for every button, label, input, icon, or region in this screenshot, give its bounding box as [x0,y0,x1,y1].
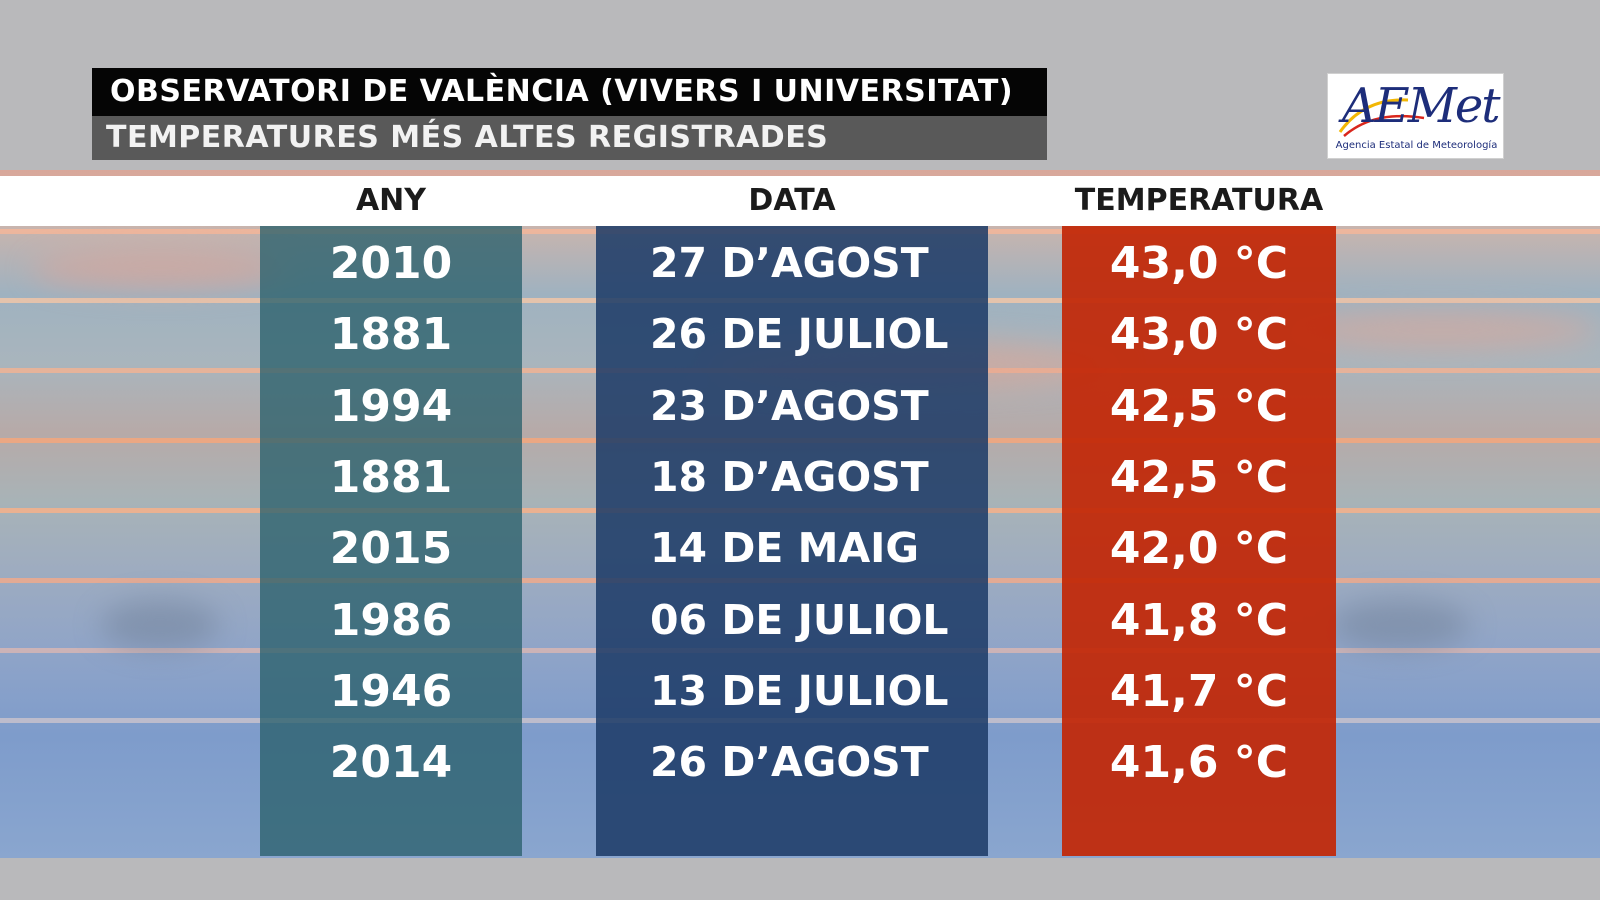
year-cell: 1986 [329,594,453,646]
date-cell: 26 D’AGOST [650,738,929,787]
page-subtitle: TEMPERATURES MÉS ALTES REGISTRADES [92,116,1047,160]
table-row: 1946 13 DE JULIOL 41,7 °C [0,656,1600,727]
header-temperature: TEMPERATURA [1074,183,1324,218]
header-year: ANY [355,183,427,218]
background-cloud [30,250,290,290]
year-cell: 1881 [329,451,453,503]
temperature-column [1062,226,1336,856]
year-cell: 2015 [329,523,453,575]
date-cell: 18 D’AGOST [650,452,929,501]
title-box: OBSERVATORI DE VALÈNCIA (VIVERS I UNIVER… [92,68,1047,160]
year-cell: 2010 [329,238,453,289]
temperature-cell: 43,0 °C [1109,238,1289,289]
logo-name: AEMet [1342,78,1501,134]
year-cell: 1946 [329,665,453,717]
table-header-band [0,176,1600,226]
table-row: 2014 26 D’AGOST 41,6 °C [0,727,1600,798]
table-row: 2010 27 D’AGOST 43,0 °C [0,228,1600,299]
temperature-cell: 43,0 °C [1109,309,1289,361]
temperature-cell: 41,8 °C [1109,594,1289,646]
date-cell: 13 DE JULIOL [650,666,949,715]
table-row: 1986 06 DE JULIOL 41,8 °C [0,585,1600,656]
date-cell: 26 DE JULIOL [650,310,949,359]
year-cell: 1881 [329,309,453,361]
table-row: 2015 14 DE MAIG 42,0 °C [0,513,1600,584]
year-cell: 2014 [329,737,453,789]
table-row: 1881 18 D’AGOST 42,5 °C [0,442,1600,513]
temperature-cell: 42,0 °C [1109,523,1289,575]
year-column [260,226,522,856]
page-title: OBSERVATORI DE VALÈNCIA (VIVERS I UNIVER… [92,68,1047,116]
background-cloud [1330,600,1470,650]
logo-swoosh-icon [1338,98,1425,137]
table-row: 1881 26 DE JULIOL 43,0 °C [0,299,1600,370]
temperature-cell: 42,5 °C [1109,380,1289,432]
temperature-cell: 41,6 °C [1109,737,1289,789]
temperature-cell: 41,7 °C [1109,665,1289,717]
bottom-band [0,858,1600,900]
background-cloud [100,600,220,650]
year-cell: 1994 [329,380,453,432]
date-cell: 14 DE MAIG [650,524,920,573]
aemet-logo: AEMet Agencia Estatal de Meteorología [1327,73,1504,159]
logo-subtitle: Agencia Estatal de Meteorología [1335,140,1498,151]
table-row: 1994 23 D’AGOST 42,5 °C [0,371,1600,442]
date-cell: 27 D’AGOST [650,239,929,287]
date-cell: 06 DE JULIOL [650,595,949,644]
temperature-cell: 42,5 °C [1109,451,1289,503]
date-cell: 23 D’AGOST [650,381,929,430]
date-column [596,226,988,856]
header-date: DATA [748,183,836,218]
